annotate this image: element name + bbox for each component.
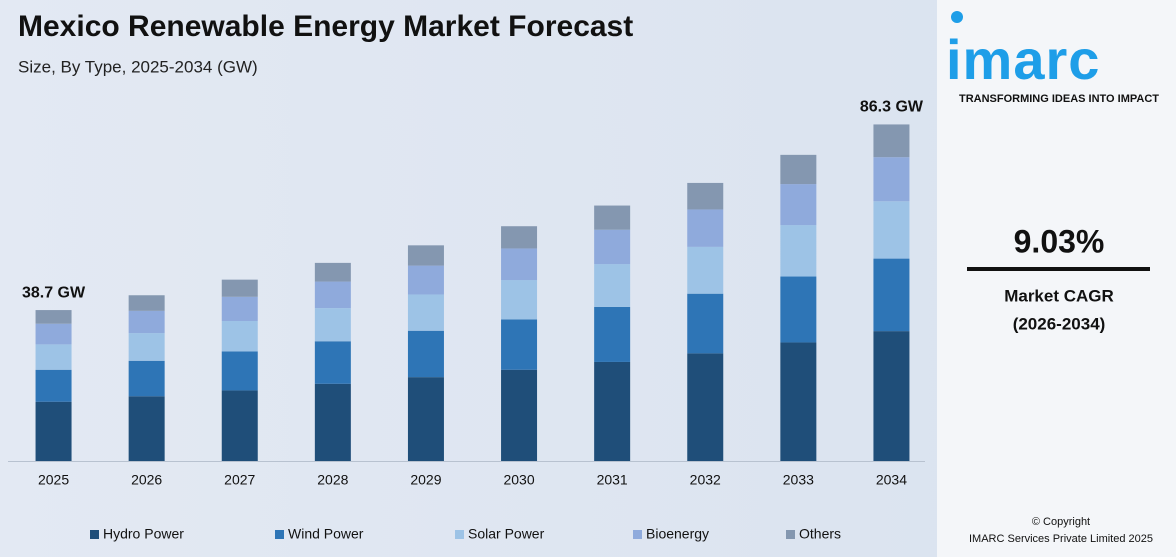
bar-segment <box>594 306 631 362</box>
bar-segment <box>687 246 724 294</box>
bar-segment <box>314 281 351 309</box>
bar-segment <box>594 229 631 265</box>
bar-segment <box>501 319 538 370</box>
bar-segment <box>128 360 165 397</box>
logo-dot <box>951 11 963 23</box>
tagline: TRANSFORMING IDEAS INTO IMPACT <box>959 93 1159 105</box>
bar-segment <box>780 154 817 185</box>
bar-segment <box>128 295 165 311</box>
x-tick-label: 2029 <box>410 472 441 488</box>
x-tick-label: 2031 <box>597 472 628 488</box>
bar-segment <box>35 369 72 402</box>
bar-segment <box>314 262 351 282</box>
bar-segment <box>128 333 165 361</box>
bar-segment <box>407 377 444 461</box>
total-label: 38.7 GW <box>22 284 86 301</box>
copyright: © Copyright <box>1032 516 1090 528</box>
bar-segment <box>873 331 910 461</box>
cagr-label: Market CAGR <box>1004 286 1114 305</box>
bar-segment <box>687 353 724 461</box>
bar-segment <box>221 296 258 321</box>
company: IMARC Services Private Limited 2025 <box>969 533 1153 545</box>
bar-segment <box>873 124 910 158</box>
bar-segment <box>780 225 817 277</box>
bar-segment <box>687 182 724 210</box>
legend-label: Solar Power <box>468 526 545 542</box>
bar-segment <box>873 258 910 332</box>
legend-swatch <box>90 530 99 539</box>
legend-label: Others <box>799 526 841 542</box>
bar-segment <box>221 390 258 461</box>
x-tick-label: 2033 <box>783 472 814 488</box>
bar-segment <box>314 383 351 461</box>
chart-subtitle: Size, By Type, 2025-2034 (GW) <box>18 57 258 76</box>
bar-segment <box>873 201 910 259</box>
cagr-value: 9.03% <box>1014 223 1105 259</box>
side-panel <box>937 0 1176 557</box>
bar-segment <box>35 323 72 345</box>
x-tick-label: 2032 <box>690 472 721 488</box>
bar-segment <box>407 330 444 378</box>
bar-segment <box>407 265 444 295</box>
bar-segment <box>594 361 631 461</box>
bar-segment <box>221 320 258 352</box>
x-tick-label: 2025 <box>38 472 69 488</box>
bar-segment <box>314 308 351 342</box>
bar-segment <box>221 351 258 391</box>
bar-segment <box>407 294 444 331</box>
bar-segment <box>780 184 817 226</box>
bar-segment <box>594 205 631 230</box>
bar-segment <box>687 209 724 247</box>
bar-segment <box>35 344 72 370</box>
bar-segment <box>594 264 631 307</box>
bar-segment <box>128 310 165 334</box>
cagr-period: (2026-2034) <box>1013 314 1106 333</box>
bar-segment <box>501 369 538 461</box>
legend-label: Bioenergy <box>646 526 709 542</box>
x-tick-label: 2030 <box>503 472 534 488</box>
chart-title: Mexico Renewable Energy Market Forecast <box>18 10 633 43</box>
legend-swatch <box>275 530 284 539</box>
bar-segment <box>780 276 817 343</box>
bar-segment <box>35 310 72 324</box>
legend-label: Wind Power <box>288 526 364 542</box>
legend-swatch <box>455 530 464 539</box>
cagr-rule <box>967 267 1150 271</box>
x-tick-label: 2028 <box>317 472 348 488</box>
bar-segment <box>35 401 72 461</box>
bar-segment <box>407 245 444 266</box>
bar-segment <box>501 226 538 249</box>
x-tick-label: 2034 <box>876 472 907 488</box>
bar-segment <box>687 293 724 354</box>
bar-segment <box>501 280 538 320</box>
bar-segment <box>873 157 910 202</box>
legend-swatch <box>786 530 795 539</box>
bar-segment <box>780 342 817 461</box>
x-tick-label: 2026 <box>131 472 162 488</box>
logo: imarc <box>946 28 1100 91</box>
x-tick-label: 2027 <box>224 472 255 488</box>
bar-segment <box>128 396 165 461</box>
bar-segment <box>314 341 351 384</box>
legend-label: Hydro Power <box>103 526 184 542</box>
total-label: 86.3 GW <box>860 99 924 116</box>
bar-segment <box>501 248 538 281</box>
bar-segment <box>221 279 258 297</box>
legend-swatch <box>633 530 642 539</box>
